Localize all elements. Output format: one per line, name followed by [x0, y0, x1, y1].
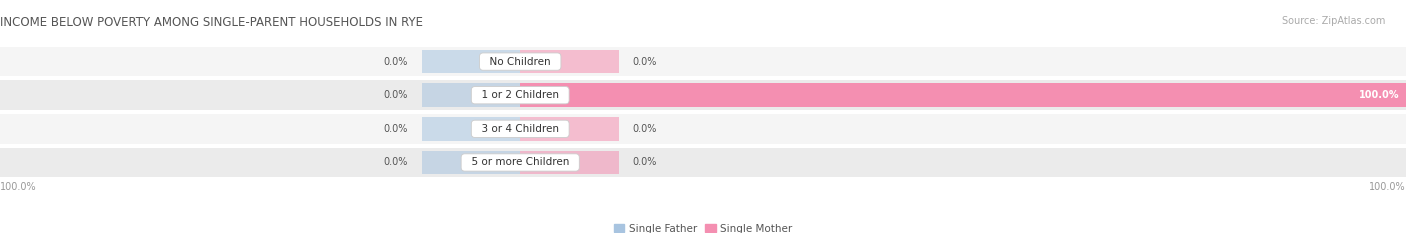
Text: 100.0%: 100.0%: [0, 182, 37, 192]
Bar: [520, 151, 619, 174]
Text: 0.0%: 0.0%: [384, 57, 408, 67]
Text: INCOME BELOW POVERTY AMONG SINGLE-PARENT HOUSEHOLDS IN RYE: INCOME BELOW POVERTY AMONG SINGLE-PARENT…: [0, 16, 423, 29]
Bar: [0, 47, 1406, 76]
Bar: [422, 151, 520, 174]
Text: 0.0%: 0.0%: [384, 90, 408, 100]
Legend: Single Father, Single Mother: Single Father, Single Mother: [610, 220, 796, 233]
Text: Source: ZipAtlas.com: Source: ZipAtlas.com: [1281, 16, 1385, 26]
Bar: [0, 80, 1406, 110]
Bar: [422, 117, 520, 141]
Text: 1 or 2 Children: 1 or 2 Children: [475, 90, 565, 100]
Bar: [520, 50, 619, 73]
Bar: [520, 83, 1406, 107]
Bar: [520, 117, 619, 141]
Text: No Children: No Children: [484, 57, 557, 67]
Text: 0.0%: 0.0%: [384, 158, 408, 168]
Text: 0.0%: 0.0%: [633, 124, 657, 134]
Text: 3 or 4 Children: 3 or 4 Children: [475, 124, 565, 134]
Text: 100.0%: 100.0%: [1369, 182, 1406, 192]
Text: 5 or more Children: 5 or more Children: [465, 158, 575, 168]
Text: 0.0%: 0.0%: [633, 158, 657, 168]
Text: 100.0%: 100.0%: [1358, 90, 1399, 100]
Text: 0.0%: 0.0%: [633, 57, 657, 67]
Bar: [422, 83, 520, 107]
Text: 0.0%: 0.0%: [384, 124, 408, 134]
Bar: [0, 148, 1406, 177]
Bar: [0, 114, 1406, 144]
Bar: [422, 50, 520, 73]
